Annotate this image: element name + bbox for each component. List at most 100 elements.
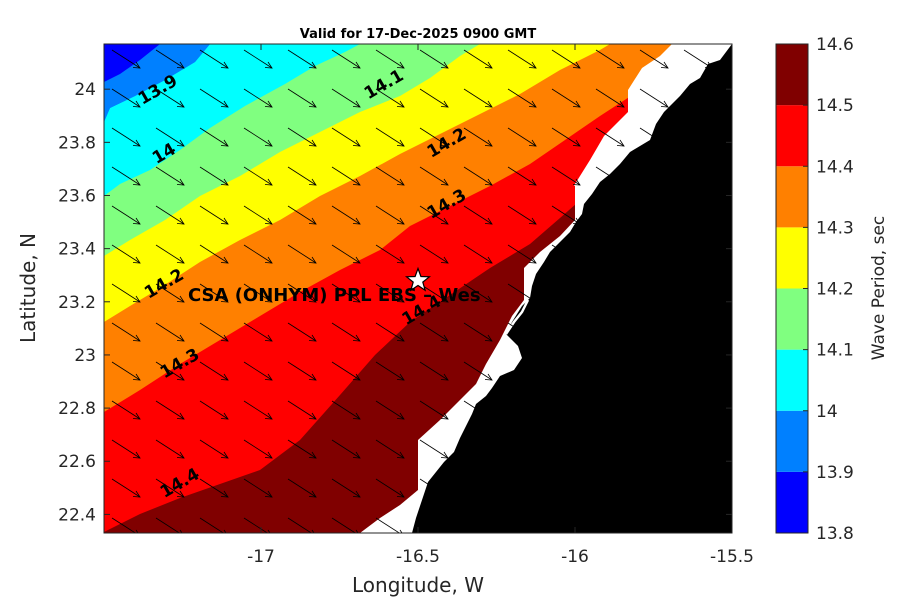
wave-arrow-head — [572, 61, 581, 69]
wave-arrow-head — [352, 61, 361, 69]
wave-arrow — [683, 49, 713, 69]
colorbar-label: Wave Period, sec — [869, 216, 889, 361]
y-tick-label: 24 — [74, 80, 96, 100]
wave-arrow-head — [264, 451, 273, 459]
wave-arrow — [155, 361, 185, 381]
wave-arrow-head — [264, 373, 273, 381]
wave-arrow-head — [396, 334, 405, 342]
x-axis-ticks: -17 -16.5 -16 -15.5 — [247, 44, 754, 567]
wave-direction-arrows — [111, 49, 713, 533]
wave-arrow-head — [572, 100, 581, 108]
wave-arrow — [551, 88, 581, 108]
colorbar-tick-label: 14 — [816, 402, 838, 422]
wave-arrow — [507, 166, 537, 186]
wave-arrow-head — [176, 217, 185, 225]
wave-arrow — [419, 439, 449, 459]
wave-arrow — [419, 322, 449, 342]
wave-arrow-head — [176, 61, 185, 69]
wave-arrow-head — [132, 451, 141, 459]
colorbar-tick-label: 13.9 — [816, 463, 854, 483]
wave-arrow — [463, 166, 493, 186]
colorbar-swatch — [776, 105, 808, 167]
wave-arrow-head — [572, 178, 581, 186]
wave-arrow-head — [616, 217, 625, 225]
wave-arrow — [111, 361, 141, 381]
wave-arrow-head — [264, 61, 273, 69]
wave-arrow-head — [220, 178, 229, 186]
colorbar-swatch — [776, 349, 808, 411]
wave-arrow — [287, 205, 317, 225]
wave-arrow — [155, 49, 185, 69]
wave-arrow-head — [176, 334, 185, 342]
wave-arrow-head — [352, 139, 361, 147]
wave-arrow — [111, 244, 141, 264]
wave-arrow-head — [484, 178, 493, 186]
wave-arrow-head — [704, 61, 713, 69]
wave-arrow-head — [132, 373, 141, 381]
colorbar-swatch — [776, 471, 808, 533]
wave-arrow-head — [311, 529, 315, 533]
wave-arrow-head — [132, 217, 141, 225]
wave-arrow-head — [396, 412, 405, 420]
colorbar-swatch — [776, 410, 808, 472]
wave-arrow — [287, 439, 317, 459]
wave-arrow-head — [616, 139, 625, 147]
wave-arrow — [243, 88, 273, 108]
wave-arrow-head — [616, 178, 625, 186]
wave-arrow — [419, 88, 449, 108]
wave-arrow — [507, 127, 537, 147]
wave-arrow — [331, 244, 361, 264]
wave-arrow-head — [132, 100, 141, 108]
wave-arrow — [419, 400, 449, 420]
wave-arrow-head — [352, 217, 361, 225]
wave-arrow — [111, 166, 141, 186]
wave-arrow — [287, 400, 317, 420]
wave-arrow — [375, 478, 405, 498]
wave-arrow-head — [308, 412, 317, 420]
wave-arrow — [595, 88, 625, 108]
wave-arrow — [463, 361, 493, 381]
wave-arrow-head — [132, 334, 141, 342]
wave-arrow — [243, 205, 273, 225]
wave-arrow — [199, 49, 229, 69]
wave-arrow — [155, 478, 185, 498]
wave-arrow-head — [396, 61, 405, 69]
wave-arrow-head — [264, 178, 273, 186]
wave-arrow-head — [308, 334, 317, 342]
land-mass — [412, 44, 732, 533]
wave-arrow — [331, 439, 361, 459]
wave-arrow — [155, 166, 185, 186]
wave-arrow-head — [308, 61, 317, 69]
wave-arrow — [243, 283, 273, 303]
wave-arrow — [551, 127, 581, 147]
wave-arrow-head — [132, 256, 141, 264]
colorbar-tick-label: 14.5 — [816, 96, 854, 116]
wave-arrow-head — [484, 100, 493, 108]
colorbar-tick-label: 14.3 — [816, 218, 854, 238]
wave-arrow-head — [132, 61, 141, 69]
wave-arrow-head — [660, 139, 669, 147]
wave-arrow-head — [352, 295, 361, 303]
wave-arrow — [111, 283, 141, 303]
y-tick-label: 22.4 — [58, 505, 96, 525]
wave-arrow — [199, 478, 229, 498]
wave-arrow — [155, 400, 185, 420]
wave-arrow — [463, 400, 493, 420]
wave-arrow — [331, 205, 361, 225]
site-star-icon — [404, 266, 432, 292]
wave-arrow — [595, 49, 625, 69]
wave-arrow — [419, 361, 449, 381]
y-axis-label: Latitude, N — [16, 233, 40, 343]
wave-arrow-head — [528, 217, 537, 225]
wave-arrow-head — [528, 61, 537, 69]
wave-arrow — [463, 205, 493, 225]
wave-arrow-head — [264, 139, 273, 147]
x-tick-label: -15.5 — [710, 547, 754, 567]
wave-arrow — [111, 439, 141, 459]
wave-arrow — [507, 283, 537, 303]
wave-arrow-head — [220, 139, 229, 147]
wave-arrow — [375, 49, 405, 69]
y-tick-label: 22.6 — [58, 452, 96, 472]
wave-arrow-head — [176, 490, 185, 498]
